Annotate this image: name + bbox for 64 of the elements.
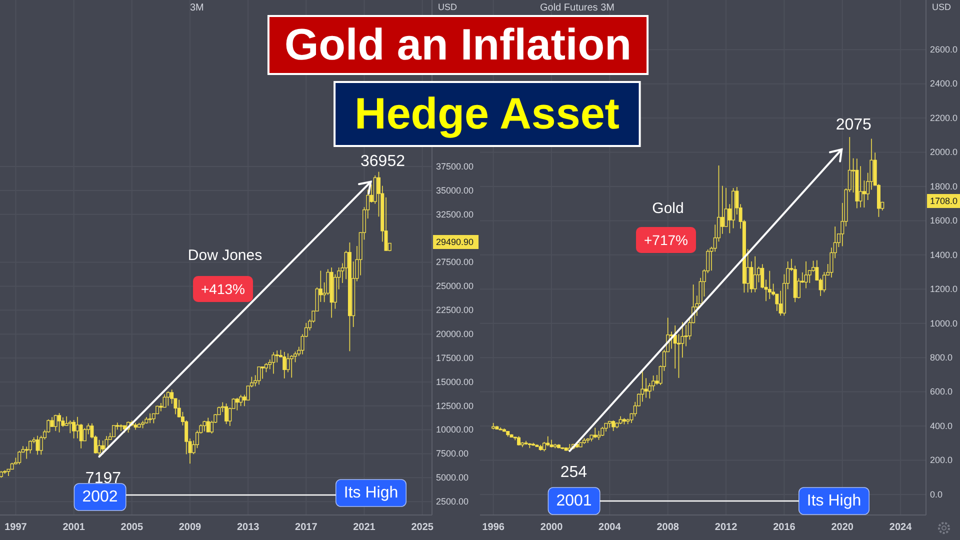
x-tick-label: 2024	[889, 522, 912, 534]
x-tick-label: 2017	[295, 522, 318, 534]
y-tick-label: 32500.00	[436, 209, 474, 220]
annotation: 2001	[556, 492, 592, 510]
y-tick-label: 10000.00	[436, 424, 474, 435]
annotation: 3M	[190, 2, 204, 14]
text: 29490.90	[436, 237, 474, 247]
annotation: 2002	[82, 488, 118, 506]
y-tick-label: 20000.00	[436, 328, 474, 339]
annotation: Its High	[344, 484, 398, 502]
x-tick-label: 1997	[4, 522, 28, 534]
y-tick-label: 22500.00	[436, 305, 474, 316]
x-tick-label: 2009	[178, 522, 202, 534]
y-tick-label: 600.0	[930, 386, 953, 397]
y-tick-label: 2600.0	[930, 44, 958, 54]
y-tick-label: 1200.0	[930, 284, 958, 294]
annotation: 254	[560, 464, 588, 482]
y-tick-label: 2200.0	[930, 112, 958, 123]
y-tick-label: 5000.00	[436, 472, 469, 483]
text: Hedge Asset	[354, 90, 620, 138]
x-tick-label: 2000	[540, 522, 564, 534]
x-tick-label: 2005	[120, 522, 144, 534]
x-tick-label: 2008	[656, 522, 680, 534]
y-tick-label: 800.0	[930, 352, 953, 362]
y-tick-label: 17500.00	[436, 352, 474, 363]
y-tick-label: 37500.00	[436, 161, 474, 172]
y-tick-label: 7500.00	[436, 448, 469, 459]
annotation: +717%	[644, 232, 688, 248]
y-tick-label: 2400.0	[930, 78, 958, 89]
x-tick-label: 2012	[714, 522, 738, 534]
annotation: Dow Jones	[188, 246, 262, 264]
y-tick-label: 0.0	[930, 489, 943, 500]
annotation: 36952	[360, 153, 406, 170]
y-tick-label: 12500.00	[436, 400, 474, 411]
text: Gold an Inflation	[284, 20, 632, 70]
text: 1708.0	[930, 196, 958, 206]
annotation: 2075	[836, 116, 872, 134]
y-axis-title: USD	[438, 2, 458, 12]
x-tick-label: 2001	[62, 522, 86, 534]
y-tick-label: 1600.0	[930, 216, 958, 226]
x-tick-label: 2025	[411, 522, 434, 534]
annotation: Its High	[806, 492, 862, 510]
annotation: Gold	[652, 200, 684, 217]
y-tick-label: 1800.0	[930, 181, 958, 192]
x-tick-label: 2004	[598, 522, 622, 534]
y-tick-label: 27500.00	[436, 257, 474, 268]
y-tick-label: 1000.0	[930, 318, 958, 328]
x-tick-label: 2020	[831, 522, 854, 534]
y-tick-label: 200.0	[930, 455, 953, 466]
x-tick-label: 2021	[353, 522, 376, 534]
annotation: Gold Futures 3M	[540, 2, 614, 14]
y-tick-label: 1400.0	[930, 250, 958, 260]
annotation: +413%	[201, 281, 245, 297]
y-tick-label: 15000.00	[436, 376, 474, 387]
x-tick-label: 1996	[482, 522, 505, 534]
y-tick-label: 2000.0	[930, 147, 958, 158]
x-tick-label: 2013	[236, 522, 260, 534]
annotation: 7197	[85, 470, 122, 487]
y-tick-label: 2500.00	[436, 496, 469, 506]
y-tick-label: 35000.00	[436, 185, 474, 196]
y-tick-label: 400.0	[930, 420, 953, 431]
y-axis-title: USD	[932, 2, 952, 12]
y-tick-label: 25000.00	[436, 281, 474, 292]
x-tick-label: 2016	[773, 522, 796, 534]
